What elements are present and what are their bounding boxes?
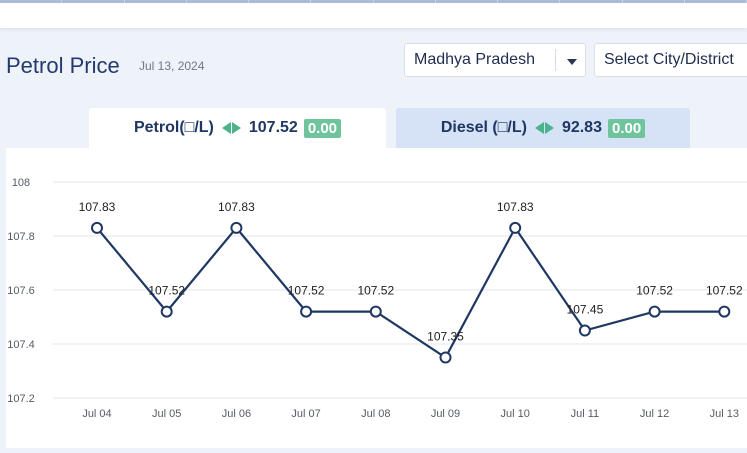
data-point (578, 324, 591, 337)
price-chart-panel: 107.2 107.4 107.6 107.8 108 Jul 04 Jul 05 Jul 0… (6, 148, 747, 448)
tab-diesel[interactable]: Diesel (□/L) 92.83 0.00 (396, 108, 690, 148)
x-tick-label: Jul 06 (222, 408, 251, 420)
x-tick-label: Jul 12 (640, 408, 669, 420)
top-navigation-bar (0, 0, 747, 28)
x-tick-label: Jul 10 (501, 408, 530, 420)
up-down-arrows-icon (221, 122, 241, 134)
y-tick-label: 107.8 (7, 231, 35, 243)
petrol-change-badge: 0.00 (303, 118, 342, 138)
state-select-value: Madhya Pradesh (414, 51, 535, 68)
y-tick-label: 107.2 (7, 393, 35, 405)
data-point (369, 305, 382, 318)
x-tick-label: Jul 05 (152, 408, 181, 420)
x-tick-label: Jul 09 (431, 408, 460, 420)
up-down-arrows-icon (534, 122, 554, 134)
diesel-price: 92.83 (561, 119, 602, 136)
top-nav-segments (0, 0, 747, 3)
chevron-down-icon[interactable] (567, 59, 577, 65)
data-point (439, 351, 452, 364)
price-date: Jul 13, 2024 (139, 59, 205, 73)
x-tick-label: Jul 13 (710, 408, 739, 420)
city-select[interactable]: Select City/District (594, 43, 747, 77)
data-label: 107.45 (567, 303, 604, 317)
data-point (230, 221, 243, 234)
data-label: 107.52 (706, 284, 743, 298)
x-tick-label: Jul 07 (291, 408, 320, 420)
data-label: 107.52 (636, 284, 673, 298)
petrol-price: 107.52 (248, 119, 298, 136)
data-point (509, 221, 522, 234)
diesel-change-badge: 0.00 (607, 118, 646, 138)
data-label: 107.83 (497, 200, 534, 214)
data-label: 107.52 (357, 284, 394, 298)
data-label: 107.83 (79, 200, 116, 214)
y-tick-label: 107.4 (7, 339, 35, 351)
x-tick-label: Jul 08 (361, 408, 390, 420)
diesel-tab-label: Diesel (□/L) (440, 119, 527, 136)
data-label: 107.52 (288, 284, 325, 298)
petrol-tab-label: Petrol(□/L) (133, 119, 214, 136)
state-select[interactable]: Madhya Pradesh (404, 43, 586, 77)
data-point (648, 305, 661, 318)
series-line (96, 225, 725, 360)
x-tick-label: Jul 04 (82, 408, 111, 420)
price-line-chart: 107.2 107.4 107.6 107.8 108 Jul 04 Jul 05 Jul 0… (7, 177, 747, 420)
tab-petrol[interactable]: Petrol(□/L) 107.52 0.00 (89, 108, 386, 148)
data-label: 107.52 (148, 284, 185, 298)
select-divider (555, 49, 556, 71)
page-title: Petrol Price (6, 53, 120, 78)
x-tick-label: Jul 11 (571, 408, 600, 420)
y-tick-label: 107.6 (7, 285, 35, 297)
data-point (160, 305, 173, 318)
data-point (91, 221, 103, 234)
data-label: 107.35 (427, 330, 464, 344)
data-point (718, 305, 731, 318)
y-tick-label: 108 (12, 177, 30, 189)
city-select-value: Select City/District (604, 51, 734, 68)
data-point (300, 305, 313, 318)
data-label: 107.83 (218, 200, 255, 214)
